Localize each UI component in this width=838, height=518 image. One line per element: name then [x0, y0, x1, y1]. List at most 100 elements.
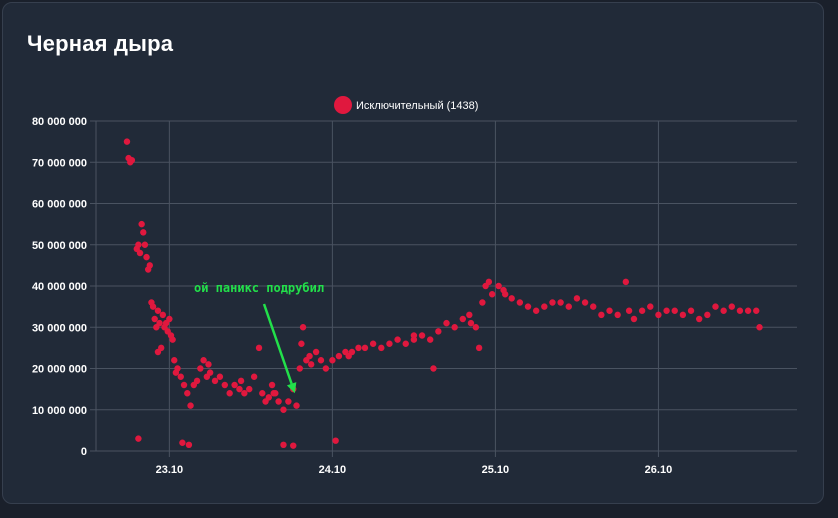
legend[interactable]: Исключительный (1438): [334, 96, 478, 114]
data-point: [135, 435, 142, 442]
data-point: [386, 340, 393, 347]
chart-grid: [90, 120, 797, 457]
data-point: [246, 385, 253, 393]
data-point: [606, 307, 613, 314]
data-point: [265, 394, 273, 401]
data-point: [211, 377, 219, 385]
data-point: [280, 441, 287, 449]
data-points: [123, 138, 763, 449]
data-point: [647, 303, 654, 310]
data-point: [171, 357, 178, 364]
x-axis-ticks: 23.10 24.10 25.10 26.10: [156, 464, 673, 476]
data-point: [299, 324, 307, 331]
data-point: [335, 352, 343, 360]
data-point: [280, 406, 287, 413]
data-point: [573, 295, 581, 302]
data-point: [156, 319, 163, 327]
data-point: [687, 307, 695, 314]
data-point: [270, 390, 277, 397]
y-tick-label: 80 000 000: [32, 116, 87, 128]
y-tick-label: 0: [81, 446, 87, 458]
data-point: [200, 357, 207, 364]
data-point: [508, 295, 515, 302]
data-point: [625, 307, 633, 314]
data-point: [296, 365, 303, 372]
data-point: [590, 303, 597, 310]
y-tick-label: 60 000 000: [32, 199, 87, 211]
data-point: [317, 357, 325, 364]
data-point: [275, 398, 282, 405]
data-point: [307, 361, 315, 368]
data-point: [193, 377, 201, 385]
data-point: [259, 390, 266, 397]
annotation-arrowhead: [286, 382, 297, 394]
data-point: [151, 315, 158, 323]
data-point: [268, 381, 276, 389]
data-point: [231, 381, 238, 389]
data-point: [720, 307, 727, 314]
data-point: [630, 315, 638, 323]
data-point: [179, 439, 186, 446]
data-point: [638, 307, 646, 314]
data-point: [466, 311, 473, 319]
data-point: [410, 332, 418, 339]
data-point: [565, 303, 572, 310]
data-point: [128, 156, 136, 164]
data-point: [141, 241, 149, 248]
data-point: [345, 352, 352, 360]
data-point: [255, 344, 263, 352]
y-tick-label: 40 000 000: [32, 281, 87, 293]
legend-marker: [334, 96, 352, 114]
data-point: [236, 385, 243, 393]
data-point: [312, 348, 320, 356]
data-point: [753, 307, 760, 314]
data-point: [185, 441, 193, 449]
data-point: [695, 315, 703, 323]
data-point: [221, 381, 228, 389]
y-axis-ticks: 0 10 000 000 20 000 000 30 000 000 40 000 00…: [32, 116, 87, 458]
data-point: [394, 336, 401, 343]
data-point: [298, 340, 305, 347]
data-point: [306, 352, 313, 360]
data-point: [736, 307, 744, 314]
data-point: [557, 299, 564, 306]
data-point: [329, 357, 336, 364]
data-point: [532, 307, 540, 314]
y-tick-label: 50 000 000: [32, 240, 87, 252]
data-point: [756, 324, 763, 331]
data-point: [187, 402, 194, 409]
data-point: [146, 262, 153, 269]
data-point: [226, 390, 233, 397]
data-point: [154, 348, 162, 356]
data-point: [140, 229, 147, 236]
data-point: [443, 319, 450, 327]
data-point: [361, 344, 369, 352]
data-point: [250, 373, 258, 380]
data-point: [285, 398, 292, 405]
data-point: [172, 369, 180, 376]
data-point: [516, 299, 524, 306]
data-point: [679, 311, 687, 319]
data-point: [598, 311, 605, 319]
data-point: [206, 369, 214, 376]
x-tick-label: 26.10: [645, 464, 673, 476]
data-point: [402, 340, 409, 347]
data-point: [622, 278, 630, 286]
data-point: [184, 390, 191, 397]
data-point: [500, 286, 507, 294]
data-point: [143, 253, 150, 261]
data-point: [293, 402, 300, 409]
data-point: [655, 311, 662, 319]
data-point: [549, 299, 556, 306]
data-point: [472, 324, 480, 331]
data-point: [169, 336, 176, 343]
annotation: ой паникс подрубил: [194, 281, 324, 394]
data-point: [166, 315, 173, 323]
data-point: [475, 344, 483, 352]
y-tick-label: 10 000 000: [32, 405, 87, 417]
data-point: [237, 377, 245, 385]
data-point: [154, 307, 162, 314]
data-point: [671, 307, 678, 314]
data-point: [744, 307, 752, 314]
y-tick-label: 30 000 000: [32, 322, 87, 334]
